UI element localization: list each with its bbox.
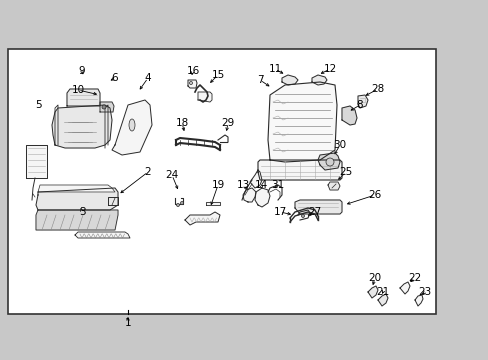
Polygon shape: [294, 200, 341, 214]
Text: 9: 9: [79, 66, 85, 76]
Ellipse shape: [189, 81, 192, 85]
Ellipse shape: [129, 119, 135, 131]
Polygon shape: [243, 188, 256, 202]
Polygon shape: [187, 80, 197, 88]
Text: 12: 12: [323, 64, 336, 74]
Ellipse shape: [102, 105, 106, 109]
Polygon shape: [36, 188, 118, 210]
Bar: [8, 49, 435, 314]
Text: 24: 24: [165, 170, 178, 180]
Text: 7: 7: [256, 75, 263, 85]
Text: 14: 14: [254, 180, 267, 190]
Text: 10: 10: [71, 85, 84, 95]
Ellipse shape: [301, 215, 304, 217]
Polygon shape: [254, 188, 269, 207]
Text: 27: 27: [308, 207, 321, 217]
Polygon shape: [317, 153, 339, 170]
Text: 18: 18: [175, 118, 188, 128]
Polygon shape: [38, 185, 115, 192]
Polygon shape: [205, 202, 220, 205]
Polygon shape: [267, 82, 336, 162]
Polygon shape: [36, 210, 118, 230]
Text: 1: 1: [124, 318, 131, 328]
Text: 4: 4: [144, 73, 151, 83]
Text: 11: 11: [268, 64, 281, 74]
Polygon shape: [258, 160, 341, 180]
Polygon shape: [100, 102, 114, 112]
Text: 26: 26: [367, 190, 381, 200]
Text: 30: 30: [333, 140, 346, 150]
Text: 13: 13: [236, 180, 249, 190]
Text: 15: 15: [211, 70, 224, 80]
Polygon shape: [399, 282, 409, 294]
Polygon shape: [357, 95, 367, 108]
Polygon shape: [198, 92, 212, 102]
Polygon shape: [282, 75, 297, 85]
Text: 29: 29: [221, 118, 234, 128]
Polygon shape: [52, 105, 112, 148]
Polygon shape: [184, 212, 220, 225]
Polygon shape: [112, 100, 152, 155]
Text: 21: 21: [376, 287, 389, 297]
Ellipse shape: [325, 158, 333, 166]
Polygon shape: [414, 295, 422, 306]
Polygon shape: [67, 89, 100, 106]
Text: 16: 16: [186, 66, 199, 76]
Ellipse shape: [176, 203, 179, 207]
Ellipse shape: [180, 202, 183, 204]
Text: 31: 31: [271, 180, 284, 190]
Polygon shape: [341, 106, 356, 125]
Text: 22: 22: [407, 273, 421, 283]
Polygon shape: [26, 145, 47, 178]
Polygon shape: [367, 286, 377, 298]
Text: 23: 23: [418, 287, 431, 297]
Text: 8: 8: [356, 100, 363, 110]
Text: 2: 2: [144, 167, 151, 177]
Polygon shape: [75, 232, 130, 238]
Text: 19: 19: [211, 180, 224, 190]
Text: 17: 17: [273, 207, 286, 217]
Text: 20: 20: [367, 273, 381, 283]
Text: 28: 28: [370, 84, 384, 94]
Polygon shape: [249, 170, 262, 188]
Text: 3: 3: [79, 207, 85, 217]
Polygon shape: [311, 75, 326, 85]
Text: 25: 25: [339, 167, 352, 177]
Text: 6: 6: [111, 73, 118, 83]
Polygon shape: [377, 294, 387, 306]
Polygon shape: [327, 182, 339, 190]
Text: 5: 5: [35, 100, 41, 110]
